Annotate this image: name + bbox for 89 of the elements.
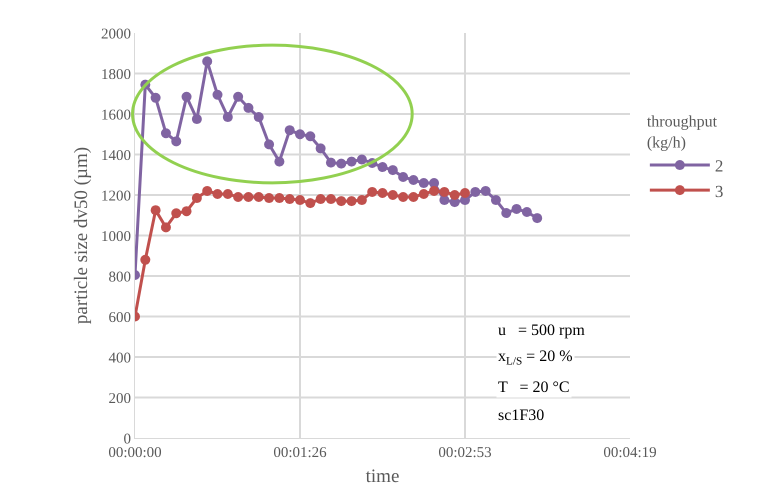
point (254, 192, 264, 202)
point (254, 112, 264, 122)
point (274, 193, 284, 204)
point (295, 195, 305, 206)
point (388, 165, 398, 176)
point (233, 92, 244, 102)
point (150, 92, 161, 103)
point (418, 178, 429, 188)
point (160, 222, 171, 232)
y-tick-label: 800 (108, 269, 131, 286)
point (316, 143, 326, 154)
point (532, 213, 542, 224)
point (192, 193, 202, 204)
point (326, 158, 336, 168)
point (295, 129, 305, 140)
x-tick-label: 00:01:26 (273, 445, 328, 461)
y-axis-title: particle size dv50 (µm) (70, 146, 92, 324)
x-tick-label: 00:04:19 (603, 445, 657, 461)
annotation: x$_{L/S}$ = 20 % (498, 348, 573, 368)
point (182, 206, 192, 216)
point (450, 190, 460, 200)
point (418, 188, 429, 199)
point (264, 193, 274, 204)
legend-title: throughput (kg/h) (646, 114, 718, 152)
point (460, 188, 470, 198)
annotation: u = 500 rpm (498, 322, 586, 339)
y-tick-label: 200 (108, 390, 131, 407)
point (356, 154, 367, 165)
point (388, 190, 398, 200)
x-tick-label: 00:02:53 (438, 445, 492, 461)
point (171, 208, 182, 218)
y-tick-label: 2000 (101, 26, 131, 42)
point (398, 192, 408, 202)
point (274, 156, 284, 167)
point (378, 162, 388, 172)
y-tick-label: 400 (108, 350, 131, 366)
point (140, 254, 150, 265)
point (212, 188, 222, 199)
point (202, 186, 212, 196)
point (470, 186, 480, 197)
point (439, 186, 450, 197)
point (512, 204, 522, 214)
point (480, 186, 491, 196)
point (408, 192, 418, 202)
point (222, 188, 233, 199)
point (378, 188, 388, 198)
y-tick-label: 1800 (101, 66, 131, 83)
point (490, 195, 501, 206)
point (284, 125, 295, 136)
point (284, 194, 295, 204)
point (264, 139, 274, 150)
point (150, 205, 161, 216)
x-tick-label: 00:00:00 (108, 445, 162, 461)
y-tick-label: 1200 (101, 188, 131, 204)
point (233, 192, 244, 202)
point (522, 207, 532, 218)
y-tick-label: 600 (108, 310, 131, 326)
point (501, 208, 512, 218)
point (367, 186, 378, 197)
legend-label: 2 (714, 156, 724, 176)
point (305, 198, 316, 208)
point (356, 195, 367, 206)
y-tick-label: 1600 (101, 107, 131, 124)
y-tick-label: 1000 (101, 228, 131, 245)
point (429, 186, 440, 196)
x-axis-title: time (366, 466, 400, 487)
point (398, 172, 408, 182)
point (336, 196, 346, 206)
point (243, 192, 254, 202)
legend-label: 3 (714, 182, 724, 201)
annotation: T = 20 °C (498, 379, 570, 396)
point (202, 56, 212, 66)
y-tick-label: 1400 (101, 148, 131, 164)
point (336, 158, 346, 169)
point (326, 194, 336, 204)
point (316, 194, 326, 204)
point (408, 175, 418, 186)
point (160, 128, 171, 138)
point (243, 102, 254, 113)
point (212, 90, 222, 100)
point (192, 114, 202, 124)
point (182, 92, 192, 102)
point (346, 196, 357, 206)
annotation: sc1F30 (498, 407, 544, 424)
point (171, 136, 182, 146)
point (305, 131, 316, 142)
y-tick-label: 0 (124, 431, 131, 448)
point (346, 156, 357, 167)
point (222, 112, 233, 122)
